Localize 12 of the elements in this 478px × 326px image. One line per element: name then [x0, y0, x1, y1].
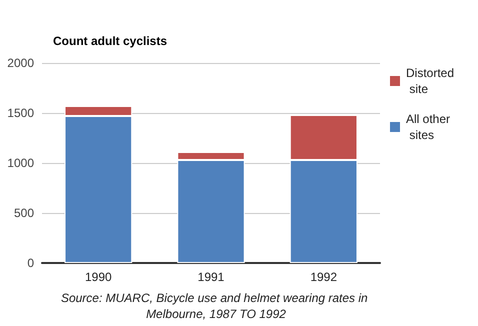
x-tick-label: 1992: [310, 270, 338, 284]
y-tick-label: 1000: [7, 156, 34, 170]
source-note: Source: MUARC, Bicycle use and helmet wearing rates in Melbourne, 1987 TO 1992: [60, 291, 372, 321]
chart-title: Count adult cyclists: [53, 34, 168, 48]
y-tick-label: 1500: [7, 106, 34, 120]
legend-label: Distorted site: [406, 66, 454, 96]
y-tick-label: 0: [27, 256, 34, 270]
x-tick-label: 1990: [84, 270, 112, 284]
y-tick-label: 500: [14, 206, 34, 220]
legend-label: All other sites: [406, 112, 450, 142]
y-tick-label: 2000: [7, 56, 34, 70]
x-tick-label: 1991: [198, 270, 225, 284]
